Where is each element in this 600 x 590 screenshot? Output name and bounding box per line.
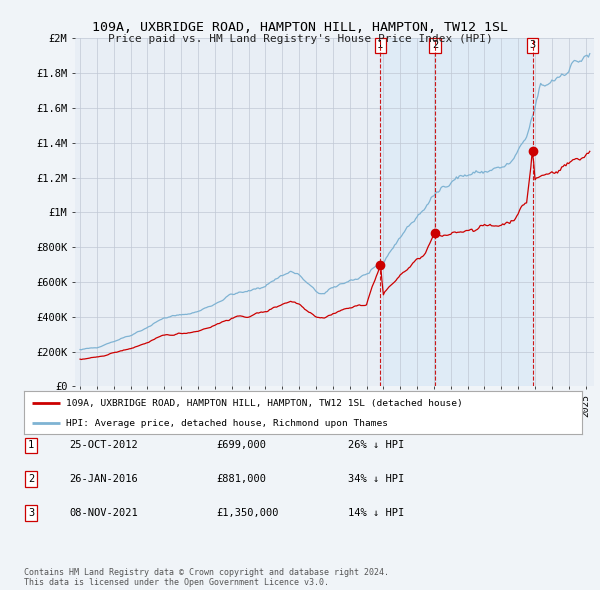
Text: 109A, UXBRIDGE ROAD, HAMPTON HILL, HAMPTON, TW12 1SL: 109A, UXBRIDGE ROAD, HAMPTON HILL, HAMPT… (92, 21, 508, 34)
Text: 25-OCT-2012: 25-OCT-2012 (69, 441, 138, 450)
Text: £1,350,000: £1,350,000 (216, 509, 278, 518)
Text: 2: 2 (28, 474, 34, 484)
Text: 08-NOV-2021: 08-NOV-2021 (69, 509, 138, 518)
Text: 3: 3 (28, 509, 34, 518)
Text: 109A, UXBRIDGE ROAD, HAMPTON HILL, HAMPTON, TW12 1SL (detached house): 109A, UXBRIDGE ROAD, HAMPTON HILL, HAMPT… (66, 399, 463, 408)
Bar (435, 38, 533, 386)
Text: 26-JAN-2016: 26-JAN-2016 (69, 474, 138, 484)
Text: 3: 3 (530, 40, 536, 50)
Text: 26% ↓ HPI: 26% ↓ HPI (348, 441, 404, 450)
Text: 2: 2 (432, 40, 438, 50)
Text: HPI: Average price, detached house, Richmond upon Thames: HPI: Average price, detached house, Rich… (66, 418, 388, 428)
Text: 14% ↓ HPI: 14% ↓ HPI (348, 509, 404, 518)
Text: Contains HM Land Registry data © Crown copyright and database right 2024.
This d: Contains HM Land Registry data © Crown c… (24, 568, 389, 587)
Text: £881,000: £881,000 (216, 474, 266, 484)
Text: £699,000: £699,000 (216, 441, 266, 450)
Text: 34% ↓ HPI: 34% ↓ HPI (348, 474, 404, 484)
Bar (380, 38, 435, 386)
Text: 1: 1 (377, 40, 383, 50)
Text: Price paid vs. HM Land Registry's House Price Index (HPI): Price paid vs. HM Land Registry's House … (107, 34, 493, 44)
Text: 1: 1 (28, 441, 34, 450)
